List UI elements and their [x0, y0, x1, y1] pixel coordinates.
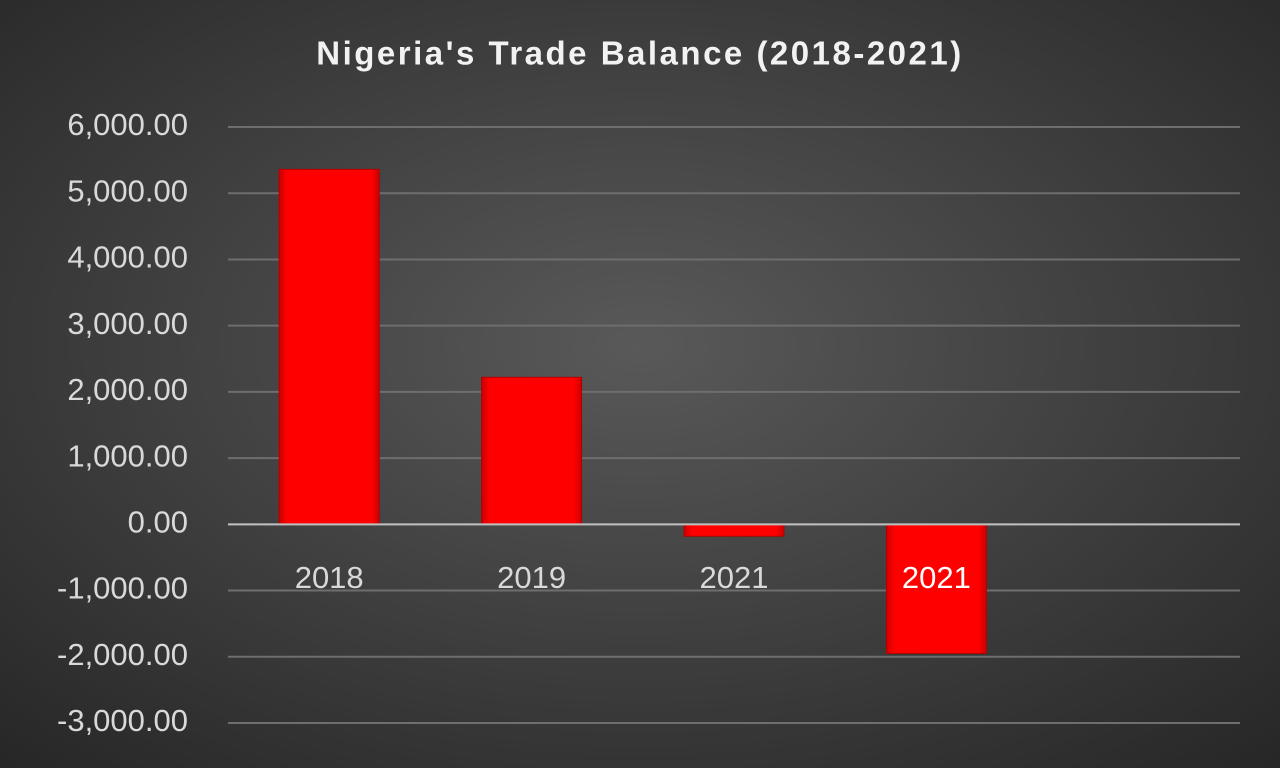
- x-tick-label: 2018: [295, 560, 364, 595]
- y-tick-label: 4,000.00: [67, 240, 188, 275]
- y-tick-label: 3,000.00: [67, 306, 188, 341]
- y-tick-label: 1,000.00: [67, 438, 188, 473]
- y-tick-label: 5,000.00: [67, 173, 188, 208]
- y-tick-label: 0.00: [128, 505, 188, 540]
- x-tick-label: 2021: [902, 560, 971, 595]
- y-tick-label: 2,000.00: [67, 372, 188, 407]
- x-tick-label: 2019: [497, 560, 566, 595]
- bar: [278, 168, 380, 525]
- x-tick-label: 2021: [700, 560, 769, 595]
- chart-title: Nigeria's Trade Balance (2018-2021): [316, 35, 964, 72]
- y-tick-label: 6,000.00: [67, 107, 188, 142]
- y-tick-label: -2,000.00: [57, 637, 188, 672]
- y-tick-label: -3,000.00: [57, 703, 188, 738]
- y-tick-label: -1,000.00: [57, 571, 188, 606]
- bar: [683, 523, 785, 537]
- bar: [481, 376, 583, 525]
